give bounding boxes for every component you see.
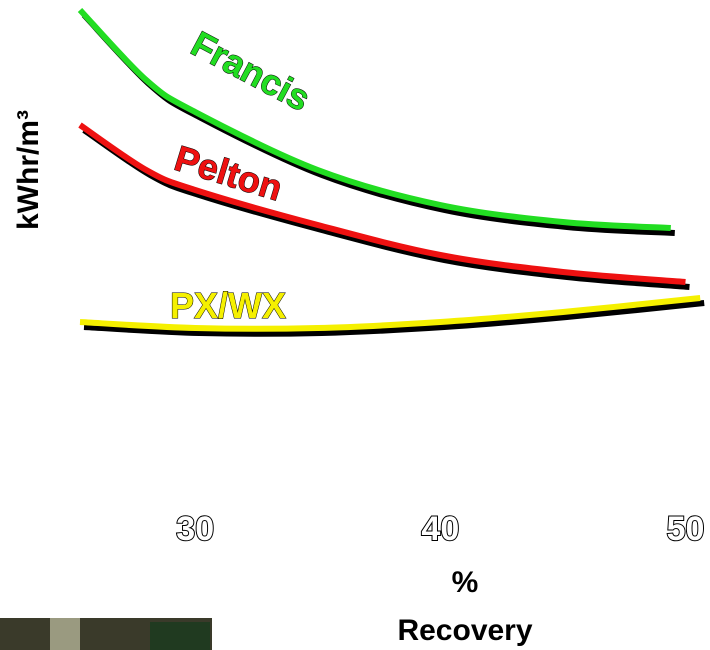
photo-detail <box>150 622 210 650</box>
y-axis-label: kWhr/m³ <box>12 110 45 230</box>
series-label: Francis <box>185 23 317 119</box>
line-shadow <box>84 15 675 233</box>
chart: kWhr/m³ % Recovery 304050FrancisPeltonPX… <box>0 0 710 650</box>
line <box>80 125 685 282</box>
series-label: PX/WX <box>170 285 286 326</box>
x-tick-label: 40 <box>421 510 459 548</box>
x-axis-label: Recovery <box>397 614 532 647</box>
x-tick-label: 30 <box>176 510 214 548</box>
line-shadow <box>84 130 689 287</box>
x-axis-label: % <box>452 566 479 599</box>
x-tick-label: 50 <box>667 510 705 548</box>
photo-detail <box>50 618 80 650</box>
